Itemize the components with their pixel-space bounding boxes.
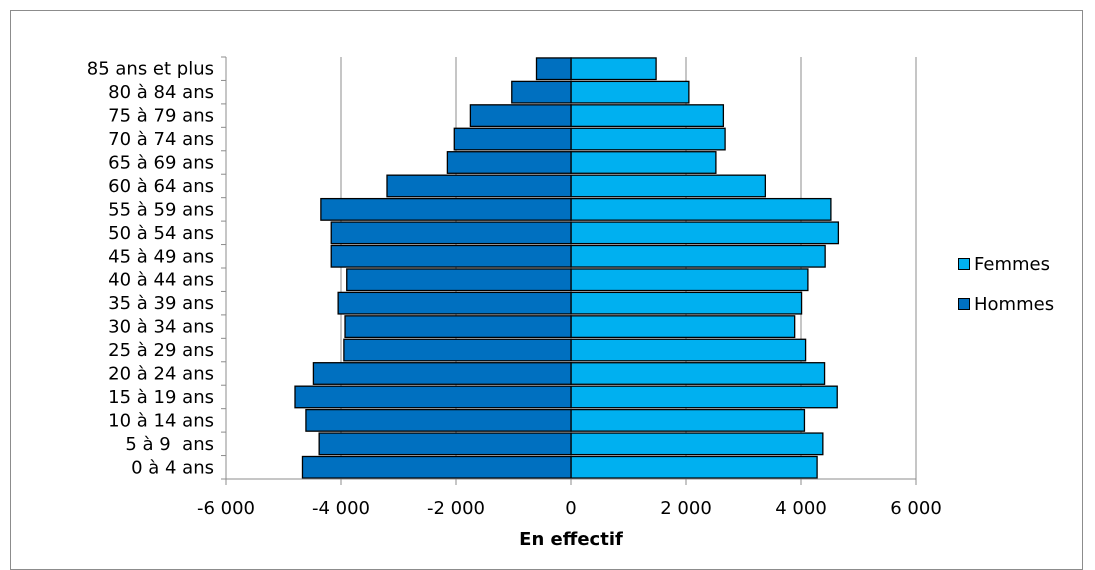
bar-hommes: [344, 315, 572, 339]
bar-femmes: [570, 432, 824, 456]
bar-hommes: [312, 362, 572, 385]
y-tick-label: 15 à 19 ans: [108, 387, 214, 408]
y-tick-label: 35 à 39 ans: [108, 293, 214, 314]
bar-hommes: [511, 80, 572, 104]
x-axis-title: En effectif: [519, 529, 623, 550]
y-tick-label: 0 à 4 ans: [131, 457, 214, 478]
bar-femmes: [570, 408, 806, 432]
y-tick-label: 10 à 14 ans: [108, 410, 214, 431]
bar-femmes: [570, 268, 809, 292]
bar-hommes: [305, 408, 572, 432]
x-tick-label: 0: [565, 498, 576, 519]
legend-label-hommes: Hommes: [974, 293, 1055, 315]
y-tick-label: 75 à 79 ans: [108, 106, 214, 127]
bar-hommes: [535, 57, 572, 81]
bar-femmes: [570, 127, 726, 151]
bar-femmes: [570, 385, 838, 409]
bar-hommes: [301, 455, 572, 479]
bar-hommes: [337, 291, 572, 315]
x-tick-label: 2 000: [660, 498, 712, 519]
legend-item-hommes: Hommes: [958, 292, 1054, 316]
y-tick-label: 5 à 9 ans: [125, 434, 214, 455]
y-tick-label: 85 ans et plus: [87, 59, 214, 80]
bar-femmes: [570, 80, 690, 104]
x-tick-labels: -6 000 -4 000 -2 000 0 2 000 4 000 6 000: [197, 498, 942, 519]
bar-femmes: [570, 362, 826, 385]
legend-swatch-hommes: [958, 298, 970, 310]
x-tick-label: -6 000: [197, 498, 255, 519]
bar-hommes: [330, 244, 572, 268]
x-tick-label: -2 000: [427, 498, 485, 519]
legend: Femmes Hommes: [958, 252, 1054, 332]
bar-femmes: [570, 338, 807, 362]
x-tick-label: 6 000: [890, 498, 942, 519]
bar-femmes: [570, 104, 725, 128]
bar-femmes: [570, 291, 803, 315]
axes: [221, 56, 917, 485]
y-tick-label: 40 à 44 ans: [108, 270, 214, 291]
bar-femmes: [570, 315, 796, 339]
bar-hommes: [386, 174, 572, 198]
bars: [294, 57, 840, 479]
bar-hommes: [294, 385, 572, 409]
bar-femmes: [570, 244, 826, 268]
y-tick-label: 25 à 29 ans: [108, 340, 214, 361]
bar-femmes: [570, 151, 717, 174]
legend-swatch-femmes: [958, 258, 970, 270]
legend-item-femmes: Femmes: [958, 252, 1054, 276]
bar-femmes: [570, 455, 818, 479]
y-tick-label: 50 à 54 ans: [108, 223, 214, 244]
bar-hommes: [318, 432, 572, 456]
bar-hommes: [330, 221, 572, 245]
legend-label-femmes: Femmes: [974, 253, 1050, 275]
x-tick-label: -4 000: [312, 498, 370, 519]
y-tick-label: 20 à 24 ans: [108, 364, 214, 385]
bar-femmes: [570, 174, 767, 198]
bar-femmes: [570, 197, 832, 221]
bar-hommes: [453, 127, 572, 151]
y-tick-label: 70 à 74 ans: [108, 129, 214, 150]
bar-femmes: [570, 221, 840, 245]
bar-hommes: [446, 151, 572, 174]
x-tick-label: 4 000: [775, 498, 827, 519]
bar-hommes: [320, 197, 572, 221]
y-tick-label: 65 à 69 ans: [108, 153, 214, 174]
y-tick-label: 60 à 64 ans: [108, 176, 214, 197]
bar-femmes: [570, 57, 657, 81]
y-tick-label: 80 à 84 ans: [108, 82, 214, 103]
y-tick-label: 45 à 49 ans: [108, 246, 214, 267]
y-tick-label: 55 à 59 ans: [108, 199, 214, 220]
bar-hommes: [469, 104, 572, 128]
y-tick-label: 30 à 34 ans: [108, 317, 214, 338]
bar-hommes: [346, 268, 572, 292]
bar-hommes: [343, 338, 572, 362]
